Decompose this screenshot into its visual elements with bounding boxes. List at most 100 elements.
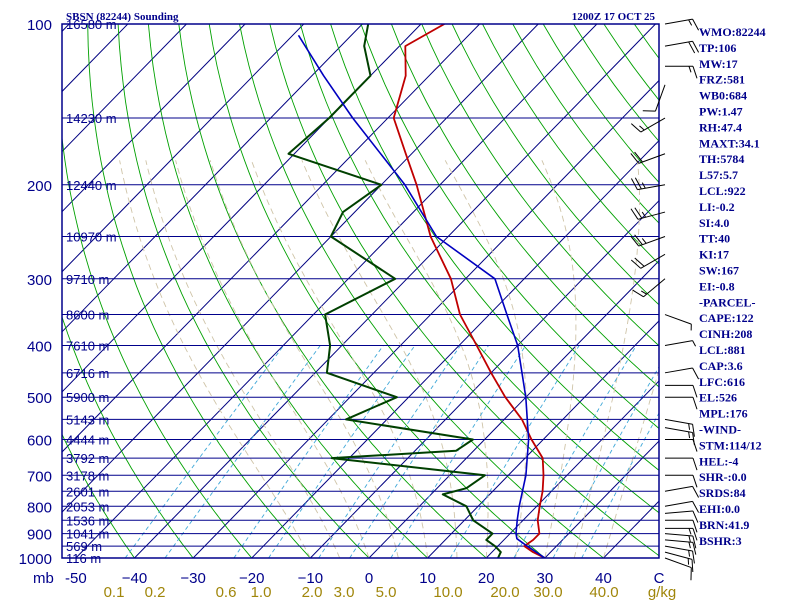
station-title: SBSN (82244) Sounding	[66, 11, 179, 23]
sounding-index: L57:5.7	[699, 168, 738, 182]
sounding-index: LI:-0.2	[699, 200, 735, 214]
dry-adiabat-line	[88, 24, 311, 558]
observation-time: 1200Z 17 OCT 25	[572, 11, 656, 23]
sounding-index: BSHR:3	[699, 534, 742, 548]
sounding-index: LFC:616	[699, 375, 745, 389]
height-label: 3792 m	[66, 451, 109, 466]
height-label: 5143 m	[66, 412, 109, 427]
pressure-tick-label: 600	[27, 433, 52, 450]
mixing-ratio-line	[514, 346, 636, 559]
pressure-tick-label: 400	[27, 339, 52, 356]
wind-barb	[665, 552, 693, 572]
wind-barb	[665, 341, 696, 347]
wind-barb	[665, 520, 697, 532]
height-label: 4444 m	[66, 433, 109, 448]
indices-panel: WMO:82244 TP:106 MW:17 FRZ:581 WB0:684 PW:1.4…	[699, 25, 766, 548]
pressure-tick-label: 900	[27, 527, 52, 544]
sounding-index: EHI:0.0	[699, 502, 740, 516]
wind-barb	[665, 458, 697, 470]
height-label: 2053 m	[66, 499, 109, 514]
sounding-index: -WIND-	[699, 423, 741, 437]
wind-barb	[633, 279, 665, 297]
mixing-ratio-line	[125, 346, 284, 559]
mixing-ratio-line	[450, 346, 579, 559]
mixing-ratio-label: 5.0	[376, 584, 397, 600]
wind-barb	[665, 475, 697, 487]
height-label: 3178 m	[66, 468, 109, 483]
sounding-index: SI:4.0	[699, 216, 729, 230]
dry-adiabat-line	[543, 24, 800, 558]
wind-barb	[665, 397, 697, 409]
dry-adiabat-line	[270, 24, 662, 558]
pressure-tick-label: 500	[27, 390, 52, 407]
sounding-index: EL:526	[699, 391, 737, 405]
wind-barb	[665, 368, 699, 379]
wind-barb	[665, 546, 694, 563]
mixing-ratio-label: 1.0	[251, 584, 272, 600]
isotherm-line	[0, 24, 11, 558]
dry-adiabat-line	[756, 24, 800, 558]
height-label: 116 m	[66, 551, 101, 566]
sounding-index: WMO:82244	[699, 25, 766, 39]
height-label: 12440 m	[66, 178, 117, 193]
sounding-index: LCL:881	[699, 343, 746, 357]
isotherm-line	[0, 24, 362, 558]
dry-adiabat-line	[240, 24, 604, 558]
pressure-tick-label: 200	[27, 178, 52, 195]
pressure-tick-label: 800	[27, 499, 52, 516]
pressure-tick-label: 1000	[19, 551, 52, 568]
mixing-ratio-label: 40.0	[589, 584, 618, 600]
sounding-index: TT:40	[699, 232, 730, 246]
wind-barb	[665, 501, 699, 512]
isotherm-line	[252, 24, 773, 558]
background-lines	[0, 24, 800, 558]
sounding-index: CAP:3.6	[699, 359, 743, 373]
wind-barb	[665, 315, 691, 331]
temperature-tick-label: 0	[365, 570, 373, 587]
dry-adiabat-line	[513, 24, 800, 558]
pressure-tick-label: 700	[27, 468, 52, 485]
mixing-ratio-line	[234, 346, 383, 559]
sounding-index: CINH:208	[699, 327, 752, 341]
mixing-ratio-label: 0.2	[145, 584, 166, 600]
sounding-index: KI:17	[699, 248, 729, 262]
height-label: 7610 m	[66, 339, 109, 354]
sounding-index: TP:106	[699, 41, 736, 55]
temperature-tick-label: −40	[122, 570, 147, 587]
moist-adiabat-line	[302, 160, 457, 558]
sounding-index: TH:5784	[699, 152, 744, 166]
sounding-index: FRZ:581	[699, 73, 745, 87]
sounding-index: MAXT:34.1	[699, 136, 760, 150]
pressure-unit-label: mb	[33, 570, 54, 587]
mixing-ratio-label: 20.0	[490, 584, 519, 600]
isotherm-line	[545, 24, 800, 558]
sounding-index: EI:-0.8	[699, 279, 735, 293]
height-label: 5900 m	[66, 390, 109, 405]
mixing-ratio-line	[553, 346, 671, 559]
wind-barb	[665, 66, 697, 78]
wind-barb	[665, 19, 699, 30]
sounding-index: MW:17	[699, 57, 738, 71]
mixing-ratio-label: 2.0	[302, 584, 323, 600]
sounding-index: STM:114/12	[699, 438, 762, 452]
sounding-index: SRDS:84	[699, 486, 746, 500]
sounding-index: RH:47.4	[699, 120, 742, 134]
wind-barb	[631, 208, 665, 220]
sounding-index: -PARCEL-	[699, 295, 755, 309]
height-label: 8600 m	[66, 308, 109, 323]
sounding-index: PW:1.47	[699, 105, 743, 119]
sounding-index: WB0:684	[699, 89, 747, 103]
height-label: 14230 m	[66, 111, 117, 126]
wind-barb	[665, 486, 699, 497]
sounding-index: MPL:176	[699, 407, 748, 421]
mixing-ratio-label: 10.0	[433, 584, 462, 600]
isotherm-line	[134, 24, 655, 558]
height-label: 6716 m	[66, 366, 109, 381]
wind-barb	[665, 41, 699, 53]
parcel-path-line	[299, 35, 545, 558]
wind-barb	[631, 118, 665, 132]
mixing-ratio-label: 3.0	[334, 584, 355, 600]
sounding-index: HEL:-4	[699, 454, 738, 468]
